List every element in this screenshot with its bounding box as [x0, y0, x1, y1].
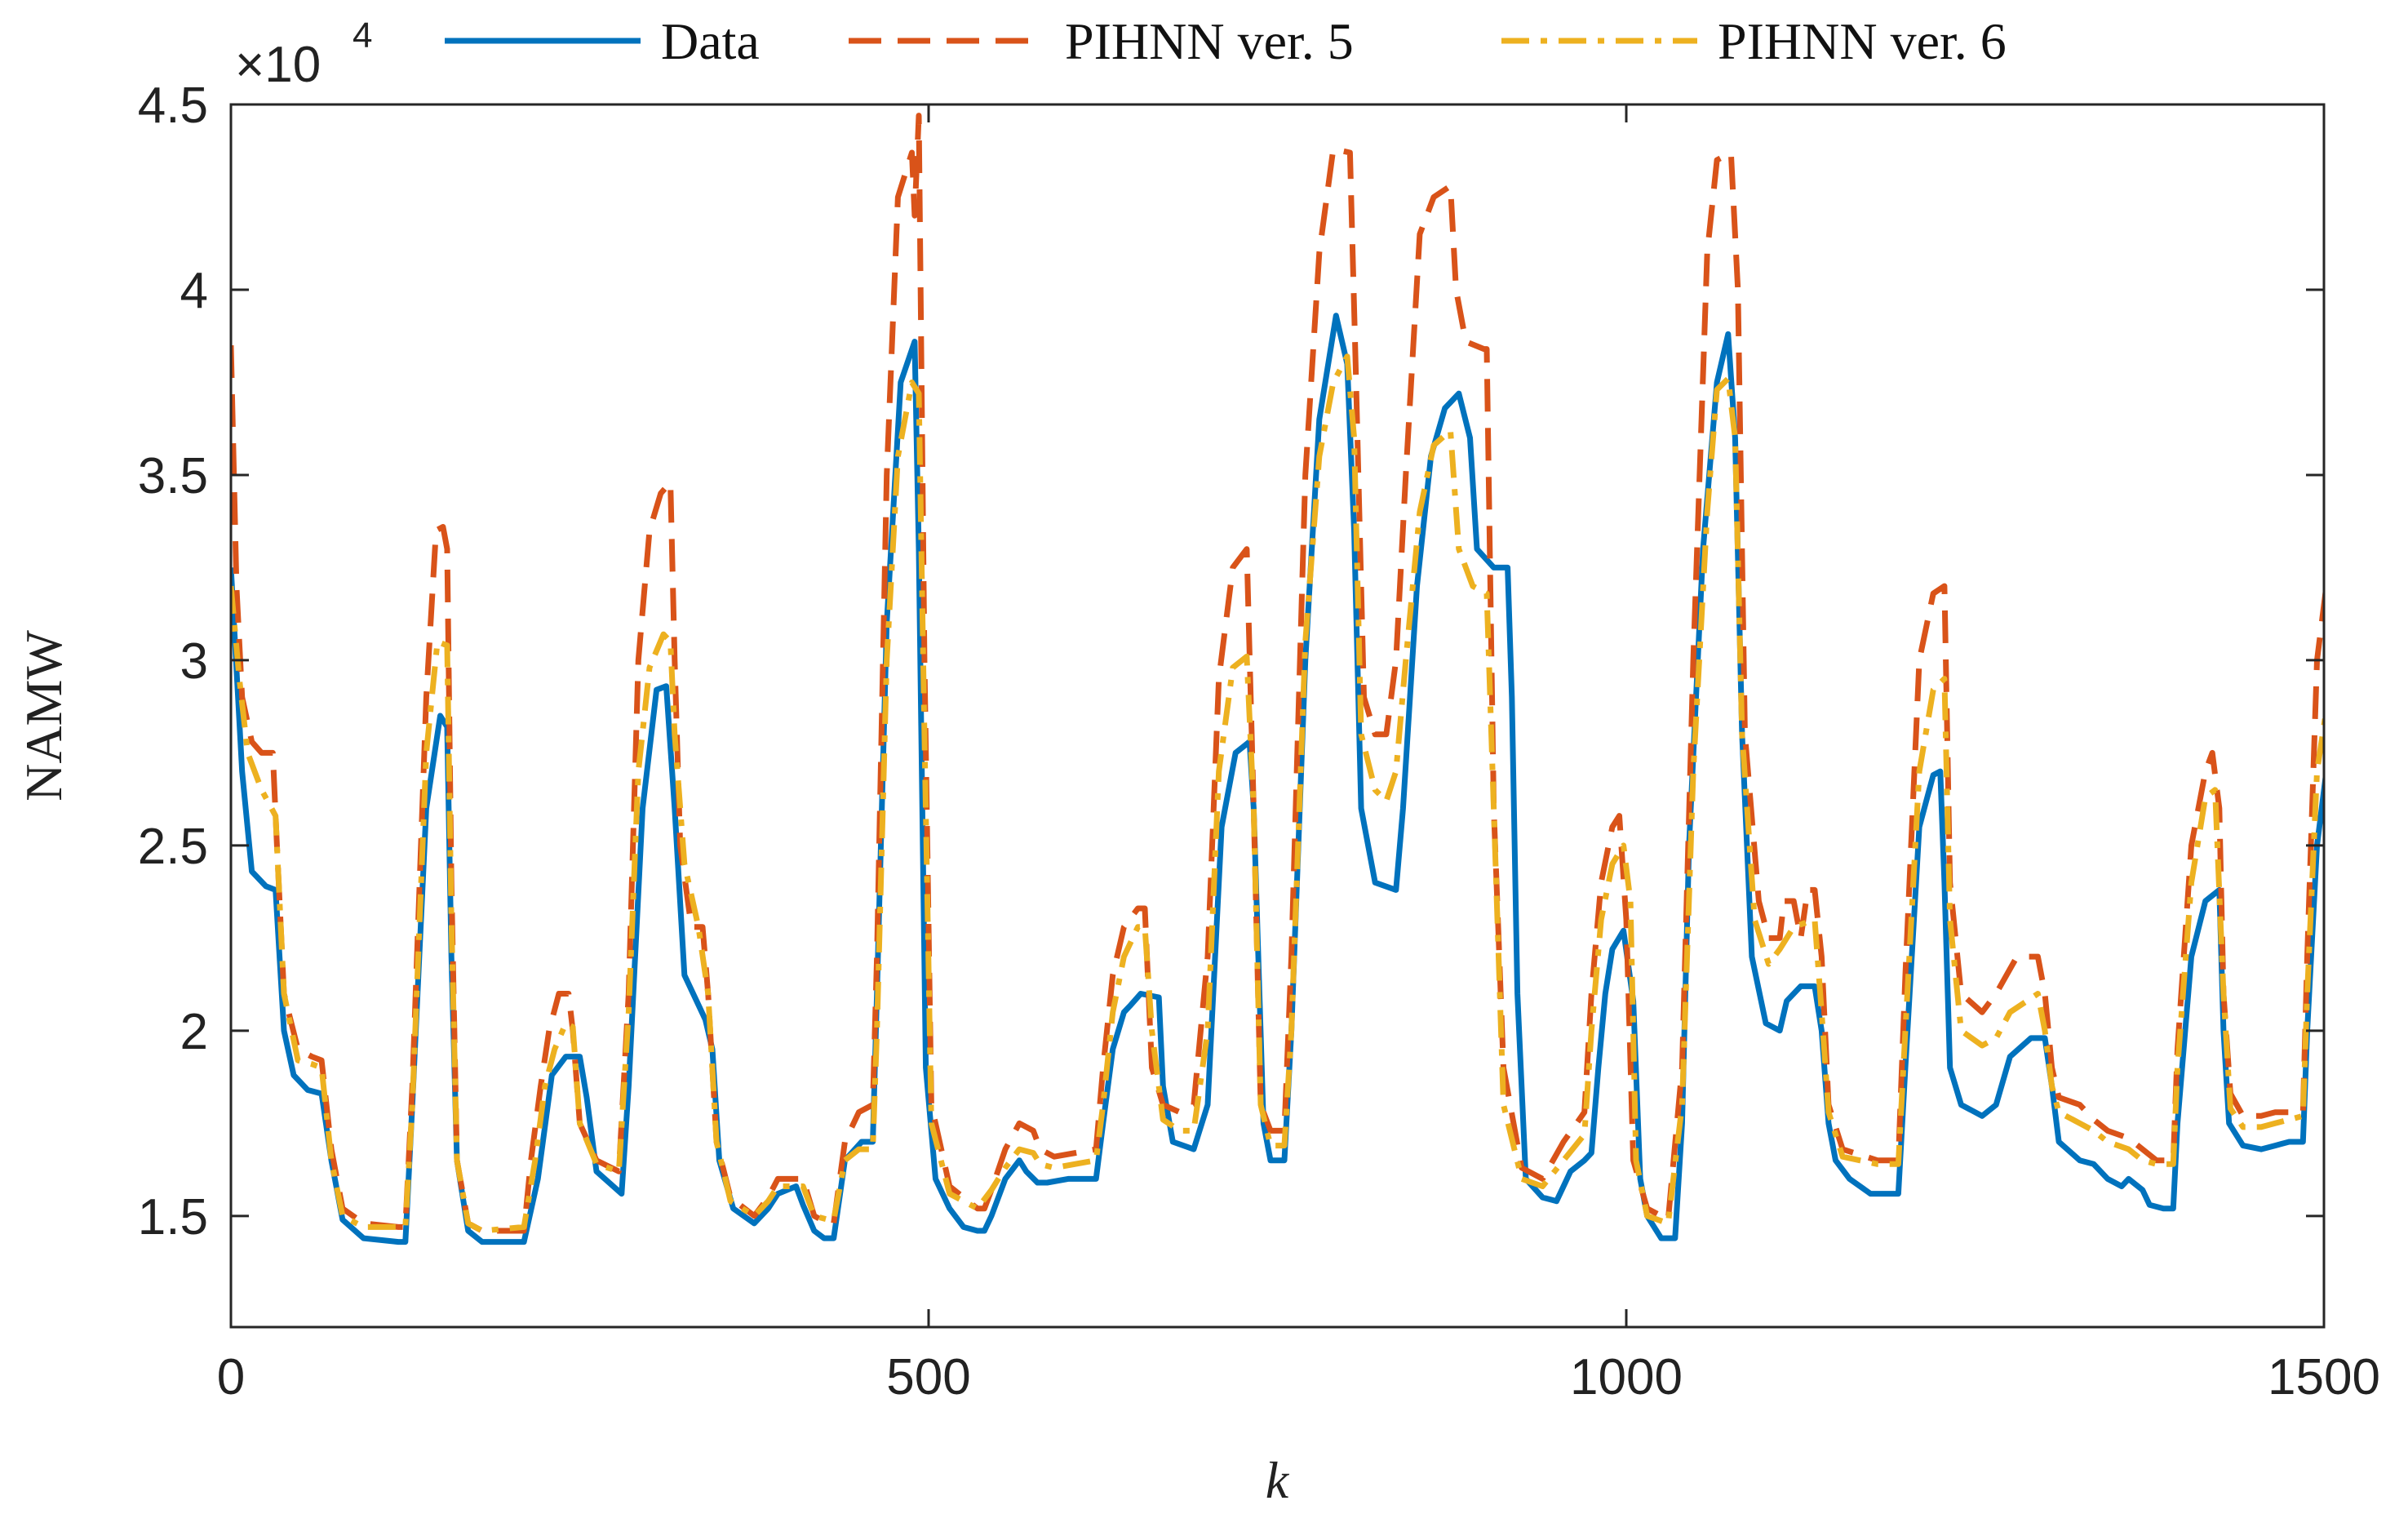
legend: Data PIHNN ver. 5 PIHNN ver. 6: [445, 12, 2007, 70]
x-tick-label: 1000: [1570, 1349, 1683, 1405]
y-tick-label: 3.5: [138, 448, 208, 504]
legend-label-3: PIHNN ver. 6: [1718, 12, 2007, 70]
series-line-2: [231, 113, 2324, 1234]
y-tick-label: 2.5: [138, 819, 208, 875]
x-axis-label: k: [1266, 1451, 1290, 1509]
y-tick-label: 4.5: [138, 78, 208, 134]
y-axis-exponent-power: 4: [353, 16, 372, 55]
y-axis-label: NAMW: [15, 630, 73, 801]
legend-label-1: Data: [661, 12, 760, 70]
x-tick-label: 0: [217, 1349, 245, 1405]
x-tick-label: 500: [886, 1349, 970, 1405]
x-axis: 0 500 1000 1500: [217, 104, 2380, 1405]
y-tick-label: 4: [180, 263, 208, 319]
y-axis: 1.5 2 2.5 3 3.5 4 4.5: [138, 78, 2324, 1245]
series-line-3: [231, 353, 2324, 1234]
plot-area-frame: [229, 103, 2326, 1329]
y-tick-label: 1.5: [138, 1189, 208, 1245]
legend-label-2: PIHNN ver. 5: [1065, 12, 1354, 70]
series-line-1: [231, 313, 2324, 1245]
x-tick-label: 1500: [2268, 1349, 2380, 1405]
series-layer: [231, 113, 2324, 1245]
y-tick-label: 2: [180, 1004, 208, 1060]
y-tick-label: 3: [180, 633, 208, 690]
y-axis-exponent-base: ×10: [235, 37, 321, 93]
